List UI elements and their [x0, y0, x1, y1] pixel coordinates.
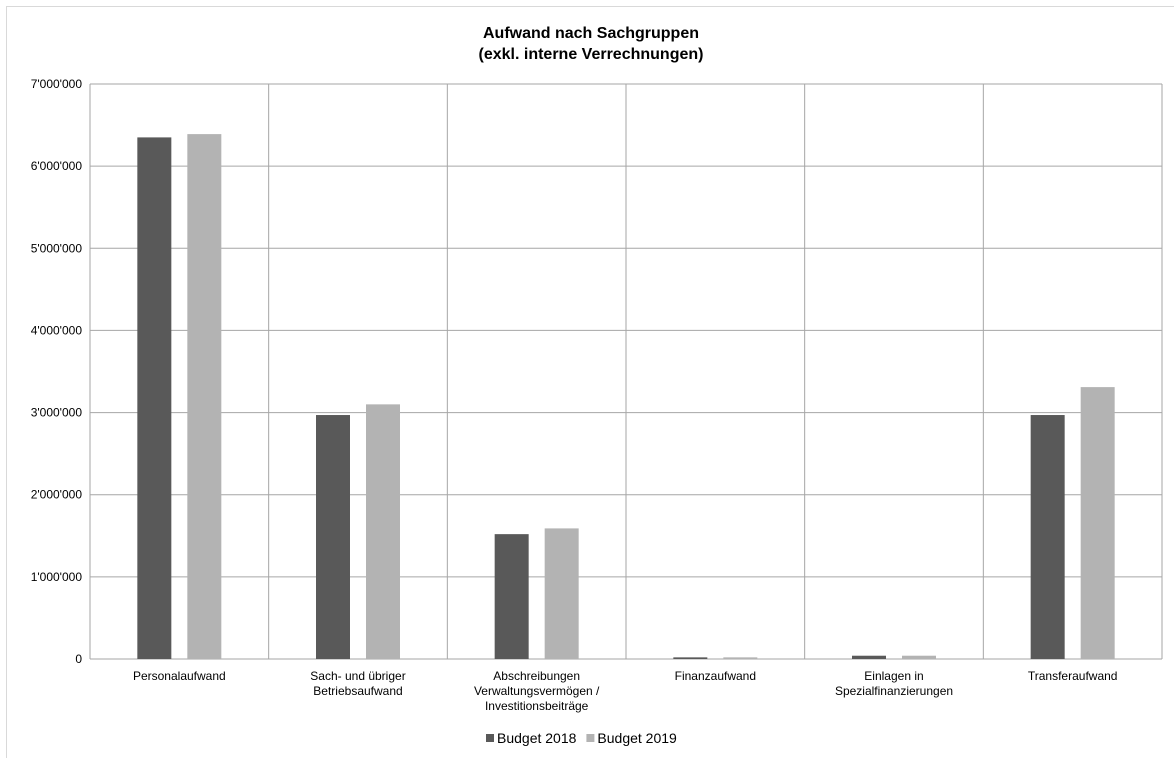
y-tick-label: 3'000'000: [31, 406, 83, 420]
y-tick-label: 1'000'000: [31, 570, 83, 584]
legend-label: Budget 2019: [597, 730, 677, 746]
chart-subtitle: (exkl. interne Verrechnungen): [479, 46, 704, 63]
legend-swatch: [586, 734, 595, 742]
legend-label: Budget 2018: [497, 730, 577, 746]
legend-swatch: [486, 734, 494, 742]
y-tick-label: 5'000'000: [31, 241, 83, 255]
bar: [723, 657, 758, 659]
category-label: Spezialfinanzierungen: [835, 684, 953, 698]
category-label: Verwaltungsvermögen /: [474, 684, 600, 698]
category-label: Transferaufwand: [1028, 669, 1118, 683]
category-label: Sach- und übriger: [310, 669, 405, 683]
bar: [137, 137, 172, 660]
y-axis-ticks: 0 1'000'000 2'000'000 3'000'000 4'000'000 5'0…: [31, 77, 83, 666]
bar: [494, 534, 529, 659]
chart-title: Aufwand nach Sachgruppen: [483, 25, 699, 42]
category-label: Abschreibungen: [493, 669, 580, 683]
category-label: Finanzaufwand: [675, 669, 756, 683]
bars: [137, 134, 1115, 660]
y-tick-label: 4'000'000: [31, 323, 83, 337]
y-tick-label: 7'000'000: [31, 77, 83, 91]
legend: Budget 2018 Budget 2019: [486, 730, 677, 746]
y-tick-label: 6'000'000: [31, 159, 83, 173]
bar: [316, 415, 350, 659]
bar: [544, 528, 579, 659]
category-label: Betriebsaufwand: [313, 684, 402, 698]
x-axis-categories: Personalaufwand Sach- und übrigerBetriebs…: [133, 669, 1118, 713]
bar: [852, 655, 886, 659]
bar: [673, 657, 708, 659]
category-label: Investitionsbeiträge: [485, 699, 589, 713]
chart-frame: [6, 6, 1174, 758]
bar: [902, 655, 936, 659]
gridlines: [89, 83, 1163, 660]
bar: [1030, 415, 1065, 659]
y-tick-label: 2'000'000: [31, 488, 83, 502]
bar: [366, 404, 400, 659]
category-label: Personalaufwand: [133, 669, 226, 683]
category-label: Einlagen in: [864, 669, 923, 683]
y-tick-label: 0: [75, 652, 82, 666]
bar: [1080, 387, 1115, 659]
bar: [187, 134, 222, 659]
